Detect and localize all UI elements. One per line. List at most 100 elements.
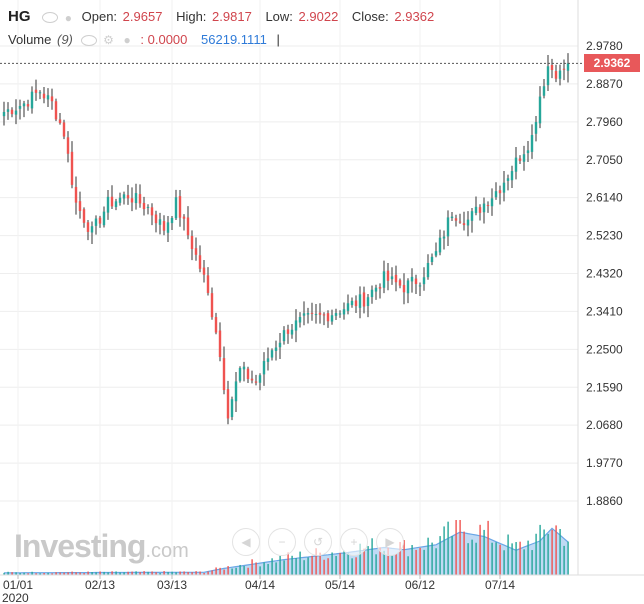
- close-icon[interactable]: ●: [64, 10, 72, 25]
- volume-bar: [475, 542, 477, 575]
- y-tick-label: 1.8860: [586, 494, 623, 508]
- candle: [514, 146, 518, 180]
- candle-body: [526, 150, 530, 154]
- volume-bar: [343, 550, 345, 575]
- x-tick-label: 06/12: [405, 578, 435, 592]
- candle: [446, 210, 450, 247]
- volume-bar: [387, 547, 389, 575]
- volume-bar: [567, 541, 569, 575]
- volume-bar: [287, 552, 289, 575]
- volume-bar: [303, 560, 305, 575]
- volume-bar: [163, 571, 165, 575]
- candle: [242, 361, 246, 382]
- volume-bar: [187, 572, 189, 575]
- candle-body: [22, 103, 26, 107]
- candle: [330, 309, 334, 325]
- candle-body: [26, 104, 30, 107]
- candle: [426, 254, 430, 280]
- volume-bar: [423, 549, 425, 575]
- candle-body: [558, 70, 562, 79]
- candle-body: [258, 375, 262, 383]
- volume-bar: [371, 538, 373, 575]
- candle: [298, 312, 302, 328]
- candle: [526, 141, 530, 162]
- candle: [270, 348, 274, 361]
- candle: [126, 184, 130, 205]
- volume-bar: [407, 556, 409, 575]
- zoom-in-icon[interactable]: +: [340, 528, 368, 556]
- reset-icon[interactable]: ↺: [304, 528, 332, 556]
- volume-bar: [499, 544, 501, 575]
- candle-body: [518, 158, 522, 161]
- candle: [398, 278, 402, 289]
- candle: [286, 324, 290, 344]
- candle-body: [114, 201, 118, 207]
- scroll-left-icon[interactable]: ◀: [232, 528, 260, 556]
- volume-bar: [183, 571, 185, 575]
- volume-bar: [51, 573, 53, 575]
- candle-body: [50, 96, 54, 102]
- candle-body: [198, 255, 202, 269]
- eye-icon[interactable]: [80, 34, 97, 46]
- volume-bar: [155, 572, 157, 575]
- candle-body: [218, 330, 222, 358]
- candle: [350, 297, 354, 308]
- volume-average-line: [4, 527, 569, 574]
- volume-bar: [463, 531, 465, 575]
- volume-bar: [47, 572, 49, 575]
- x-tick-sublabel: 2020: [2, 591, 29, 604]
- gear-icon[interactable]: ⚙: [103, 33, 114, 48]
- candle: [274, 340, 278, 361]
- eye-icon[interactable]: [42, 12, 59, 24]
- candle: [430, 253, 434, 266]
- scroll-right-icon[interactable]: ▶: [376, 528, 404, 556]
- candle: [178, 189, 182, 227]
- volume-row: Volume (9) ⚙ ● : 0.0000 56219.1111 |: [8, 29, 444, 52]
- zoom-out-icon[interactable]: −: [268, 528, 296, 556]
- volume-bar: [191, 572, 193, 575]
- candle-body: [538, 96, 542, 124]
- candle: [294, 309, 298, 343]
- candle-body: [462, 223, 466, 226]
- candle: [322, 312, 326, 326]
- volume-bar: [347, 553, 349, 575]
- candle-body: [234, 381, 238, 402]
- volume-params: (9): [57, 31, 73, 47]
- volume-value-2: 56219.1111: [201, 31, 267, 47]
- candle-body: [142, 202, 146, 210]
- close-icon[interactable]: ●: [123, 33, 131, 48]
- candle-body: [82, 209, 86, 223]
- volume-bar: [135, 571, 137, 575]
- candle-body: [546, 66, 550, 86]
- candle-body: [386, 270, 390, 281]
- candle-body: [354, 300, 358, 307]
- volume-bar: [359, 543, 361, 575]
- candle: [290, 324, 294, 339]
- candle: [454, 214, 458, 227]
- candle-body: [314, 314, 318, 316]
- candle: [102, 206, 106, 228]
- candle: [226, 380, 230, 425]
- candle: [438, 229, 442, 256]
- candle: [62, 119, 66, 140]
- candle: [354, 295, 358, 314]
- candle: [166, 215, 170, 242]
- volume-bar: [379, 547, 381, 575]
- volume-bar: [483, 529, 485, 575]
- candle-body: [478, 207, 482, 213]
- candle-body: [74, 186, 78, 203]
- candle-body: [274, 347, 278, 351]
- candle: [562, 59, 566, 81]
- volume-bar: [299, 551, 301, 575]
- x-tick-label: 02/13: [85, 578, 115, 592]
- volume-bar: [399, 541, 401, 575]
- candle: [42, 87, 46, 104]
- candle-body: [90, 226, 94, 233]
- volume-bar: [331, 552, 333, 575]
- volume-label: Volume: [8, 31, 52, 47]
- candle: [358, 286, 362, 319]
- candle: [318, 303, 322, 324]
- volume-bar: [555, 525, 557, 575]
- candle-body: [450, 216, 454, 219]
